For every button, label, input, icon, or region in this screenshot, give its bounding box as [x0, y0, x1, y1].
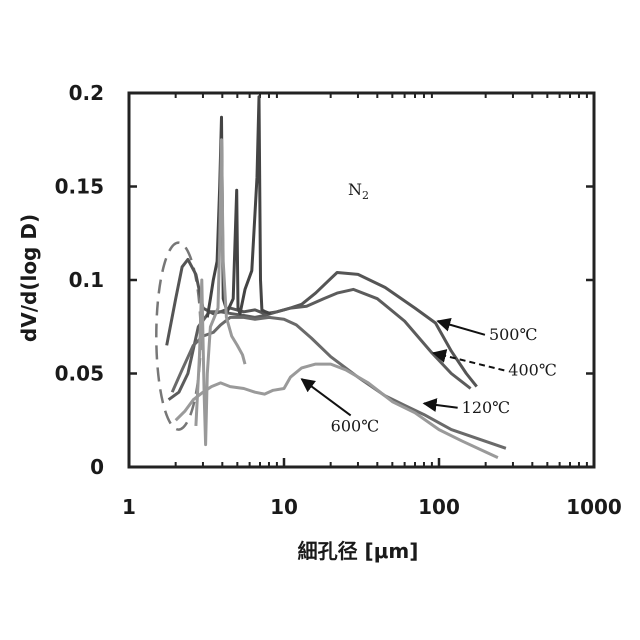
y-axis-title: dV/d(log D): [17, 214, 41, 342]
annotation-label: 400℃: [508, 360, 556, 379]
inset-label: N2: [348, 180, 369, 202]
series-layer: [167, 97, 506, 458]
x-tick-label: 100: [418, 495, 460, 519]
inset-label-sub: 2: [362, 189, 369, 202]
plot-area-border: [129, 93, 594, 467]
y-tick-label: 0.1: [69, 268, 104, 292]
series-line-600℃: [176, 364, 498, 458]
annotation-label: 120℃: [462, 398, 510, 417]
y-tick-label: 0.05: [55, 362, 104, 386]
x-tick-label: 1000: [566, 495, 622, 519]
annotation-arrow: [302, 379, 351, 415]
annotation-label: 500℃: [489, 325, 537, 344]
tick-labels-layer: 0 0.05 0.1 0.15 0.2 1 10 100 1000: [55, 81, 622, 519]
x-axis-title: 細孔径 [μm]: [298, 539, 419, 563]
annotation-arrow: [424, 403, 458, 407]
annotation-arrow: [438, 321, 485, 335]
series-line-spike-a: [207, 97, 270, 318]
plot-frame: [129, 93, 594, 467]
pore-size-distribution-chart: 0 0.05 0.1 0.15 0.2 1 10 100 1000 500℃ 400℃ 120℃ 60…: [0, 0, 640, 640]
x-tick-label: 1: [122, 495, 136, 519]
annotation-label: 600℃: [331, 416, 379, 435]
y-tick-label: 0: [90, 455, 104, 479]
x-tick-label: 10: [270, 495, 298, 519]
y-tick-label: 0.2: [69, 81, 104, 105]
y-tick-label: 0.15: [55, 175, 104, 199]
inset-label-main: N: [348, 180, 362, 199]
